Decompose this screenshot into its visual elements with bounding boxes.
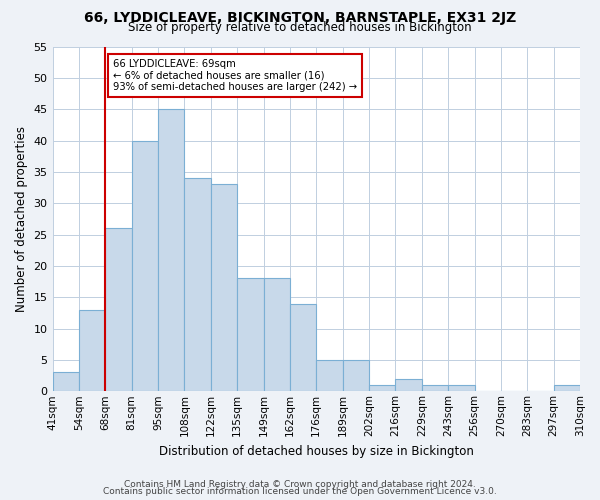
Bar: [448, 385, 475, 392]
Bar: [79, 310, 105, 392]
Text: Contains HM Land Registry data © Crown copyright and database right 2024.: Contains HM Land Registry data © Crown c…: [124, 480, 476, 489]
Y-axis label: Number of detached properties: Number of detached properties: [15, 126, 28, 312]
Text: Contains public sector information licensed under the Open Government Licence v3: Contains public sector information licen…: [103, 487, 497, 496]
Bar: [237, 278, 263, 392]
Bar: [554, 385, 580, 392]
Bar: [422, 385, 448, 392]
Text: 66 LYDDICLEAVE: 69sqm
← 6% of detached houses are smaller (16)
93% of semi-detac: 66 LYDDICLEAVE: 69sqm ← 6% of detached h…: [113, 59, 358, 92]
X-axis label: Distribution of detached houses by size in Bickington: Distribution of detached houses by size …: [159, 444, 474, 458]
Bar: [211, 184, 237, 392]
Bar: [263, 278, 290, 392]
Bar: [53, 372, 79, 392]
Text: 66, LYDDICLEAVE, BICKINGTON, BARNSTAPLE, EX31 2JZ: 66, LYDDICLEAVE, BICKINGTON, BARNSTAPLE,…: [84, 11, 516, 25]
Bar: [290, 304, 316, 392]
Bar: [395, 378, 422, 392]
Bar: [316, 360, 343, 392]
Bar: [131, 140, 158, 392]
Bar: [343, 360, 369, 392]
Bar: [369, 385, 395, 392]
Bar: [184, 178, 211, 392]
Bar: [105, 228, 131, 392]
Bar: [158, 109, 184, 392]
Text: Size of property relative to detached houses in Bickington: Size of property relative to detached ho…: [128, 22, 472, 35]
